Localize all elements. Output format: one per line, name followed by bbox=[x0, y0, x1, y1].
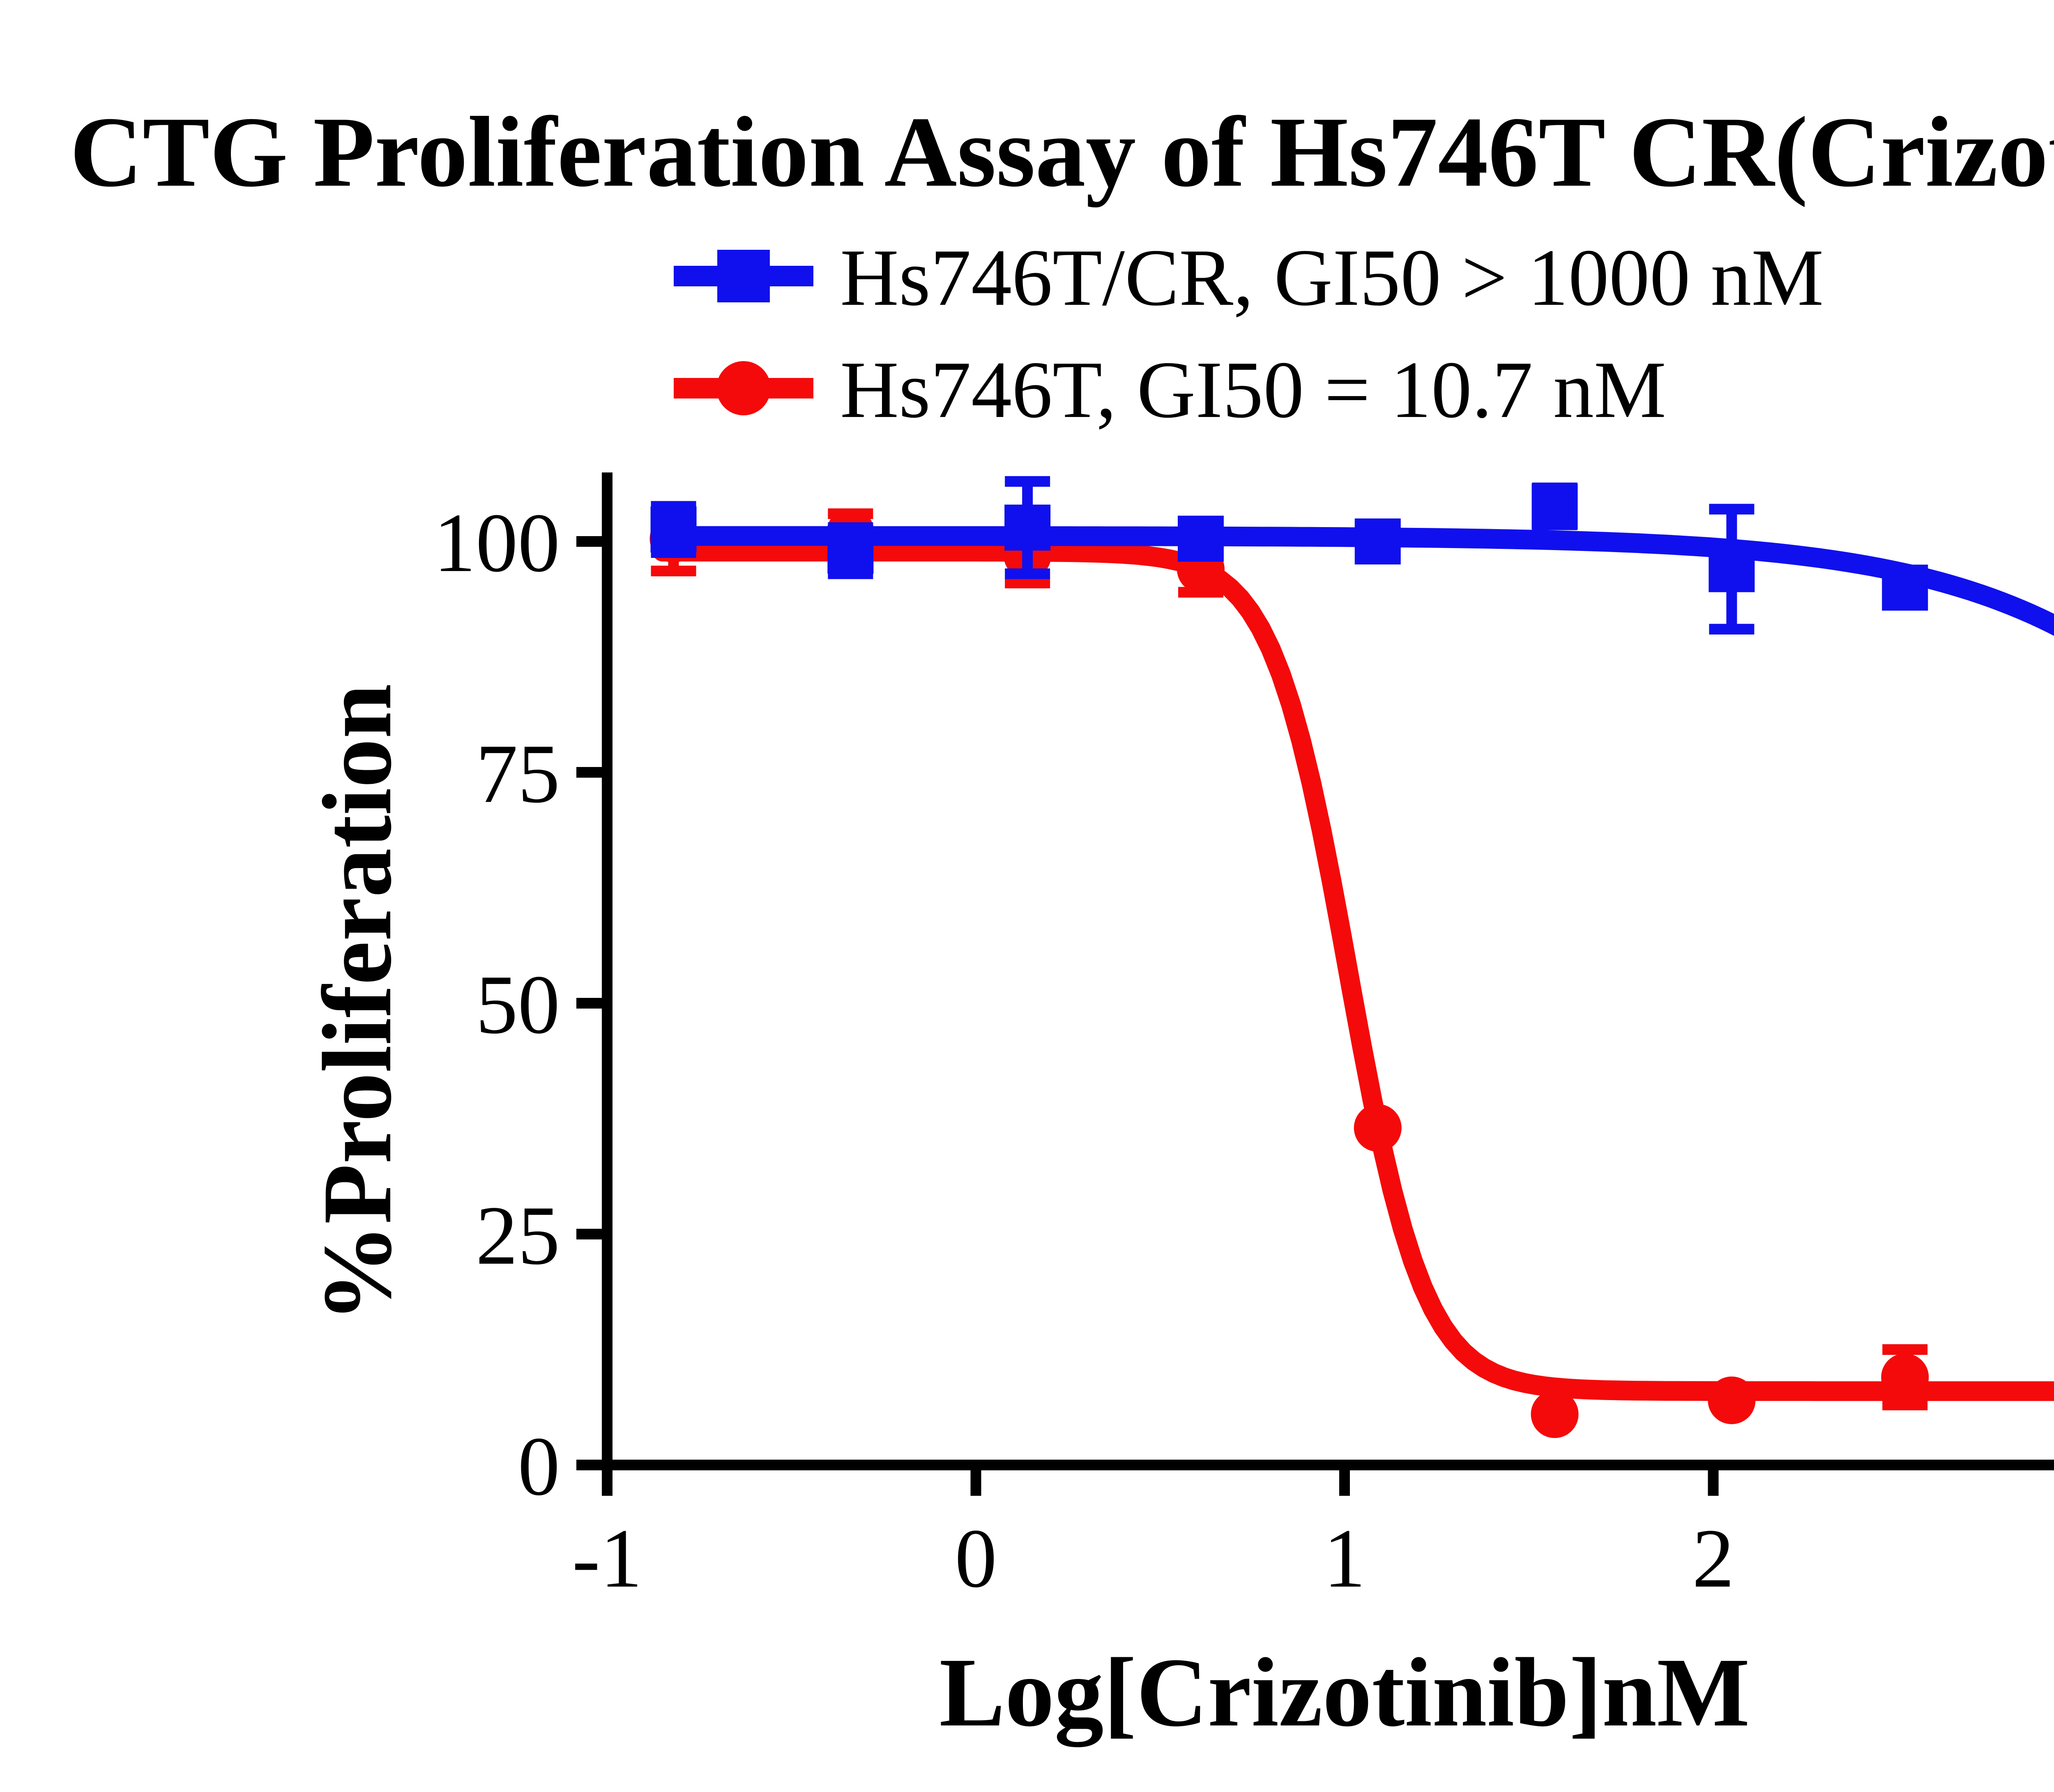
series-layer bbox=[649, 476, 2054, 1438]
data-point-circle bbox=[1881, 1353, 1929, 1401]
series-hs746t bbox=[649, 501, 2054, 1438]
data-point-circle bbox=[1531, 1390, 1579, 1438]
legend-label-hs746t: Hs746T, GI50 = 10.7 nM bbox=[840, 345, 1666, 435]
x-tick-label: 2 bbox=[1692, 1512, 1734, 1605]
data-point-square bbox=[650, 506, 697, 553]
x-axis-title: Log[Crizotinib]nM bbox=[939, 1638, 1750, 1747]
data-point-square bbox=[1531, 483, 1578, 530]
y-axis-title: %Proliferation bbox=[302, 684, 412, 1322]
data-point-square bbox=[1709, 546, 1755, 592]
data-point-square bbox=[827, 527, 874, 574]
legend-circle-marker-icon bbox=[716, 361, 771, 415]
x-tick-label: 1 bbox=[1324, 1512, 1366, 1605]
data-point-circle bbox=[1354, 1104, 1402, 1152]
y-tick-label: 0 bbox=[518, 1420, 560, 1513]
data-point-square bbox=[1004, 504, 1051, 551]
y-tick-label: 25 bbox=[476, 1189, 560, 1282]
x-tick-label: 0 bbox=[955, 1512, 997, 1605]
legend: Hs746T/CR, GI50 > 1000 nM Hs746T, GI50 =… bbox=[674, 233, 1824, 435]
legend-item-hs746t-cr: Hs746T/CR, GI50 > 1000 nM bbox=[674, 233, 1824, 322]
data-point-square bbox=[1882, 564, 1928, 611]
legend-label-hs746t-cr: Hs746T/CR, GI50 > 1000 nM bbox=[840, 233, 1824, 322]
y-tick-label: 50 bbox=[476, 958, 560, 1051]
legend-square-marker-icon bbox=[717, 250, 770, 302]
y-tick-label: 75 bbox=[476, 727, 560, 820]
dose-response-curve bbox=[652, 541, 2054, 1401]
data-point-circle bbox=[1708, 1376, 1756, 1424]
chart-title: CTG Proliferation Assay of Hs746T CR(Cri… bbox=[70, 96, 2054, 207]
legend-item-hs746t: Hs746T, GI50 = 10.7 nM bbox=[674, 345, 1666, 435]
x-tick-label: -1 bbox=[572, 1512, 642, 1605]
series-hs746t-cr bbox=[650, 476, 2054, 636]
data-point-square bbox=[1177, 516, 1224, 562]
data-point-square bbox=[1354, 518, 1401, 564]
y-tick-label: 100 bbox=[434, 496, 560, 590]
